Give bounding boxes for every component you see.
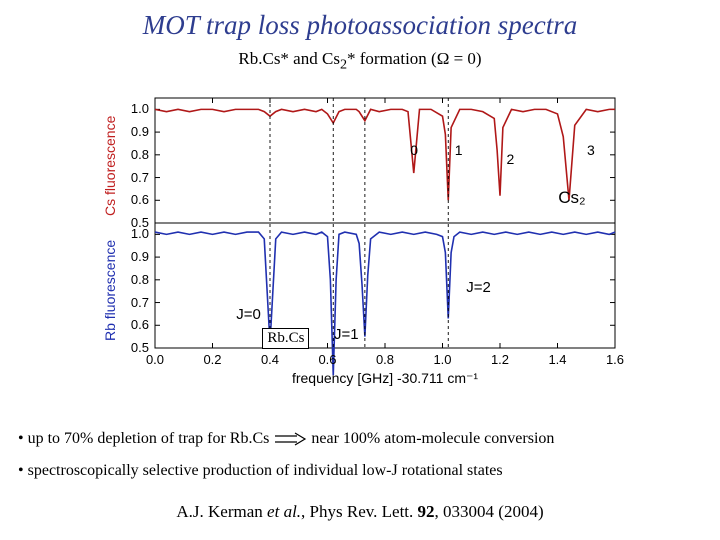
xtick-label: 0.0 — [141, 352, 169, 367]
xlabel: frequency [GHz] -30.711 cm⁻¹ — [155, 370, 615, 387]
xtick-label: 1.6 — [601, 352, 629, 367]
chart-annotation: J=2 — [466, 279, 491, 296]
bullet-2: • spectroscopically selective production… — [18, 462, 503, 480]
xtick-label: 1.0 — [429, 352, 457, 367]
chart-annotation: J=1 — [334, 326, 359, 343]
implies-arrow-icon — [273, 432, 307, 446]
bullet-1: • up to 70% depletion of trap for Rb.Cs … — [18, 430, 554, 448]
chart-annotation: J=0 — [236, 306, 261, 323]
xtick-label: 0.8 — [371, 352, 399, 367]
slide-title: MOT trap loss photoassociation spectra — [0, 0, 720, 41]
chart-annotation: 3 — [587, 142, 595, 158]
rbcs-label-box: Rb.Cs — [262, 328, 309, 349]
chart-annotation: Cs₂ — [558, 188, 585, 208]
slide-subtitle: Rb.Cs* and Cs2* formation (Ω = 0) — [0, 41, 720, 73]
xtick-label: 0.2 — [199, 352, 227, 367]
xtick-label: 0.6 — [314, 352, 342, 367]
chart-annotation: 2 — [507, 151, 515, 167]
chart-annotation: 1 — [455, 142, 463, 158]
xtick-label: 1.2 — [486, 352, 514, 367]
panel1-ylabel: Cs fluorescence — [102, 106, 118, 216]
spectra-chart: 0.50.60.70.80.91.0Cs fluorescence0123Cs₂… — [95, 98, 635, 388]
chart-annotation: 0 — [410, 142, 418, 158]
panel2-ylabel: Rb fluorescence — [102, 231, 118, 341]
xtick-label: 0.4 — [256, 352, 284, 367]
citation: A.J. Kerman et al., Phys Rev. Lett. 92, … — [0, 502, 720, 522]
xtick-label: 1.4 — [544, 352, 572, 367]
